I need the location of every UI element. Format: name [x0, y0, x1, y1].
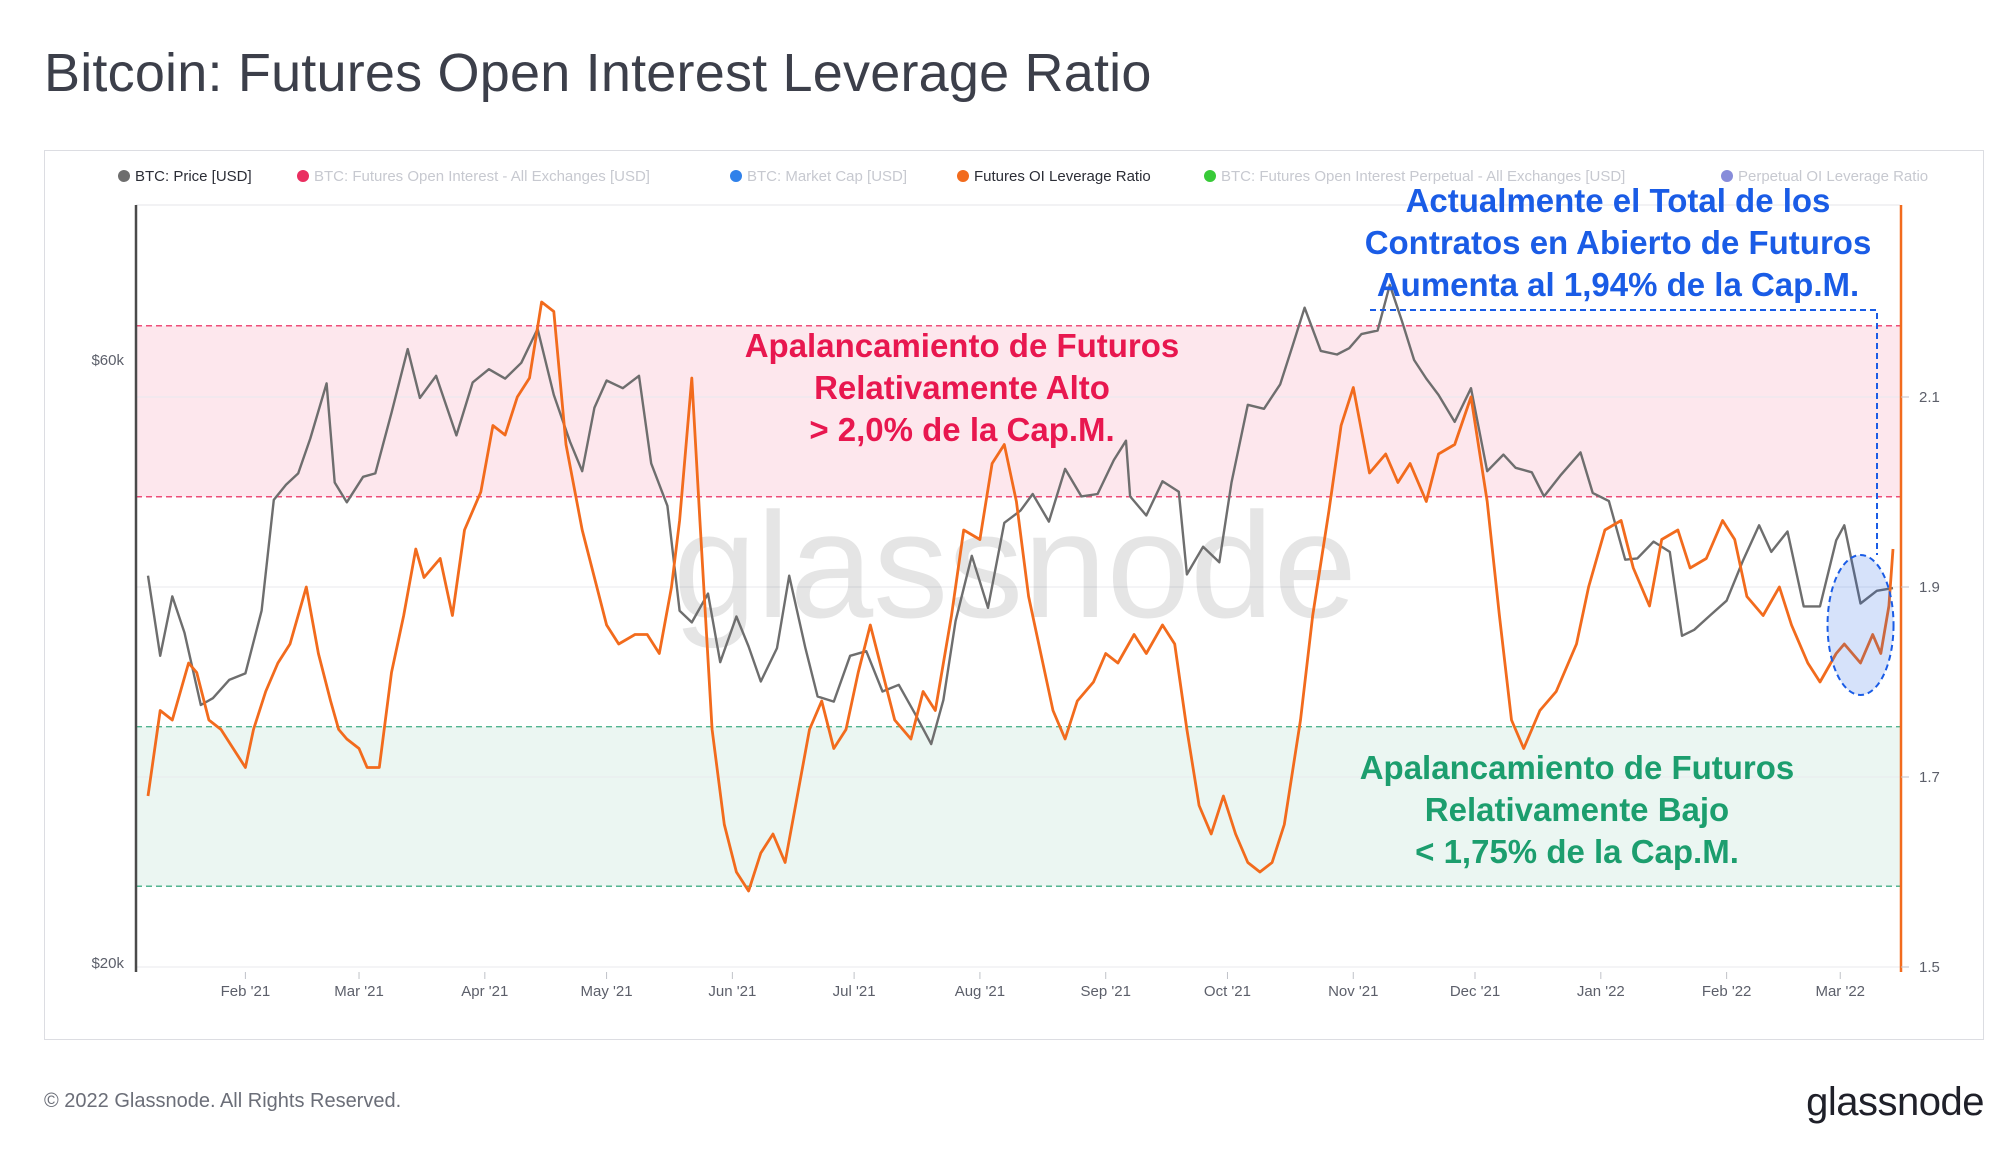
chart-title: Bitcoin: Futures Open Interest Leverage … [44, 43, 1152, 103]
high-annotation-line-2: Relativamente Alto [814, 369, 1110, 406]
x-tick-label: Aug '21 [955, 983, 1005, 1000]
x-tick-label: Feb '22 [1702, 983, 1752, 1000]
low-zone-annotation: Apalancamiento de Futuros Relativamente … [1360, 749, 1795, 870]
x-tick-label: Dec '21 [1450, 983, 1500, 1000]
legend-marker [297, 170, 309, 182]
legend-marker [1721, 170, 1733, 182]
right-tick-label: 1.7 [1919, 769, 1940, 786]
legend-marker [957, 170, 969, 182]
legend-item-label: BTC: Futures Open Interest Perpetual - A… [1221, 168, 1625, 185]
legend-marker [730, 170, 742, 182]
right-tick-label: 2.1 [1919, 389, 1940, 406]
low-annotation-line-3: < 1,75% de la Cap.M. [1415, 833, 1739, 870]
x-tick-label: Feb '21 [221, 983, 271, 1000]
left-tick-label: $20k [91, 955, 124, 972]
high-annotation-line-3: > 2,0% de la Cap.M. [809, 411, 1114, 448]
legend-item-label: Futures OI Leverage Ratio [974, 168, 1151, 185]
current-annotation-line-2: Contratos en Abierto de Futuros [1365, 224, 1872, 261]
x-tick-label: Mar '21 [334, 983, 384, 1000]
price-series-line [146, 283, 1894, 746]
glassnode-logo: glassnode [1806, 1080, 1984, 1124]
x-tick-label: Nov '21 [1328, 983, 1378, 1000]
high-leverage-zone [136, 325, 1900, 497]
ratio-series-line [146, 300, 1895, 893]
x-tick-label: Jan '22 [1577, 983, 1625, 1000]
gridlines [136, 204, 1900, 968]
x-axis-ticks: Feb '21 Mar '21 Apr '21 May '21 Jun '21 Jul '… [221, 972, 1865, 1000]
low-annotation-line-2: Relativamente Bajo [1425, 791, 1729, 828]
low-leverage-zone [136, 726, 1900, 887]
right-tick-label: 1.5 [1919, 959, 1940, 976]
x-tick-label: Jul '21 [833, 983, 876, 1000]
current-value-highlight [1826, 554, 1895, 696]
legend-item-label: BTC: Price [USD] [135, 168, 252, 185]
legend-marker [1204, 170, 1216, 182]
x-tick-label: Oct '21 [1204, 983, 1251, 1000]
current-annotation-line-3: Aumenta al 1,94% de la Cap.M. [1377, 266, 1859, 303]
left-axis-ticks: $60k $20k [91, 352, 124, 972]
left-tick-label: $60k [91, 352, 124, 369]
x-tick-label: Mar '22 [1815, 983, 1865, 1000]
x-tick-label: Sep '21 [1081, 983, 1131, 1000]
chart-frame [44, 150, 1984, 1040]
current-callout-connector [1370, 309, 1878, 555]
legend-item-label: Perpetual OI Leverage Ratio [1738, 168, 1928, 185]
legend-item-label: BTC: Market Cap [USD] [747, 168, 907, 185]
low-annotation-line-1: Apalancamiento de Futuros [1360, 749, 1795, 786]
legend-marker [118, 170, 130, 182]
footer-copyright: © 2022 Glassnode. All Rights Reserved. [44, 1090, 402, 1112]
current-value-annotation: Actualmente el Total de los Contratos en… [1365, 182, 1872, 303]
x-tick-label: Apr '21 [461, 983, 508, 1000]
right-axis-ticks: 2.1 1.9 1.7 1.5 [1901, 389, 1940, 976]
right-tick-label: 1.9 [1919, 579, 1940, 596]
x-tick-label: May '21 [581, 983, 633, 1000]
high-zone-annotation: Apalancamiento de Futuros Relativamente … [745, 327, 1180, 448]
x-tick-label: Jun '21 [708, 983, 756, 1000]
legend: BTC: Price [USD] BTC: Futures Open Intere… [118, 168, 1928, 185]
high-annotation-line-1: Apalancamiento de Futuros [745, 327, 1180, 364]
current-annotation-line-1: Actualmente el Total de los [1406, 182, 1831, 219]
watermark-text: glassnode [673, 481, 1357, 649]
legend-item-label: BTC: Futures Open Interest - All Exchang… [314, 168, 650, 185]
